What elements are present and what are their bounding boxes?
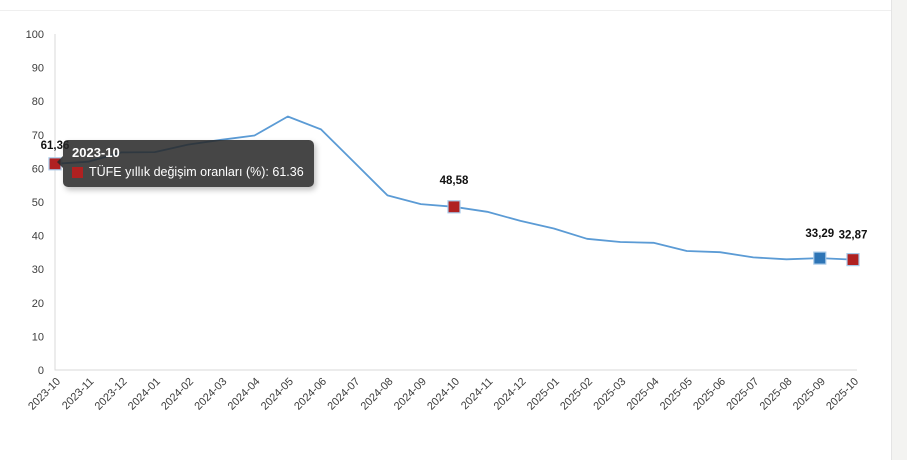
x-tick-label: 2024-11	[459, 376, 495, 412]
x-tick-label: 2025-05	[658, 376, 695, 413]
top-divider-line	[0, 10, 891, 11]
y-tick-label: 80	[32, 96, 44, 108]
x-tick-label: 2023-12	[93, 376, 130, 413]
x-tick-label: 2024-02	[159, 376, 196, 413]
data-point-label: 33,29	[805, 228, 834, 240]
y-tick-label: 10	[32, 331, 44, 343]
data-point-label: 61,36	[41, 140, 70, 152]
tooltip-series-value: TÜFE yıllık değişim oranları (%): 61.36	[89, 165, 304, 179]
series-line	[54, 115, 854, 261]
x-tick-label: 2024-04	[226, 376, 263, 413]
x-tick-label: 2025-09	[791, 376, 828, 413]
x-tick-label: 2024-06	[292, 376, 329, 413]
data-point-marker-2025-10[interactable]	[846, 253, 860, 267]
y-tick-label: 40	[32, 231, 44, 243]
y-tick-label: 100	[26, 29, 44, 41]
y-tick-label: 0	[38, 365, 44, 377]
right-page-edge	[891, 0, 907, 460]
x-tick-label: 2025-01	[525, 376, 562, 413]
x-tick-label: 2024-07	[325, 376, 362, 413]
x-tick-label: 2025-06	[691, 376, 728, 413]
x-tick-label: 2025-08	[758, 376, 795, 413]
x-tick-label: 2025-02	[558, 376, 595, 413]
x-tick-label: 2025-03	[591, 376, 628, 413]
y-tick-label: 50	[32, 197, 44, 209]
x-tick-label: 2023-10	[26, 376, 63, 413]
x-tick-label: 2024-05	[259, 376, 296, 413]
axis-lines	[54, 34, 857, 371]
y-tick-label: 70	[32, 130, 44, 142]
x-tick-label: 2025-04	[625, 376, 662, 413]
x-tick-label: 2024-08	[359, 376, 396, 413]
tooltip-title: 2023-10	[72, 145, 120, 160]
data-point-label: 32,87	[839, 230, 868, 242]
x-tick-label: 2023-11	[60, 376, 96, 412]
x-tick-label: 2025-07	[724, 376, 761, 413]
x-tick-label: 2025-10	[824, 376, 861, 413]
y-tick-label: 90	[32, 63, 44, 75]
x-tick-label: 2024-10	[425, 376, 462, 413]
y-tick-label: 20	[32, 298, 44, 310]
data-point-marker-2024-10[interactable]	[447, 200, 461, 214]
data-point-marker-2025-09[interactable]	[813, 251, 827, 265]
tooltip-series-row: TÜFE yıllık değişim oranları (%): 61.36	[72, 165, 304, 179]
y-tick-label: 30	[32, 264, 44, 276]
data-point-label: 48,58	[440, 175, 469, 187]
x-tick-label: 2024-12	[492, 376, 529, 413]
x-tick-label: 2024-03	[192, 376, 229, 413]
x-tick-label: 2024-01	[126, 376, 163, 413]
y-tick-label: 60	[32, 163, 44, 175]
chart-tooltip: 2023-10 TÜFE yıllık değişim oranları (%)…	[57, 140, 314, 187]
series-swatch-icon	[72, 166, 83, 178]
x-tick-label: 2024-09	[392, 376, 429, 413]
